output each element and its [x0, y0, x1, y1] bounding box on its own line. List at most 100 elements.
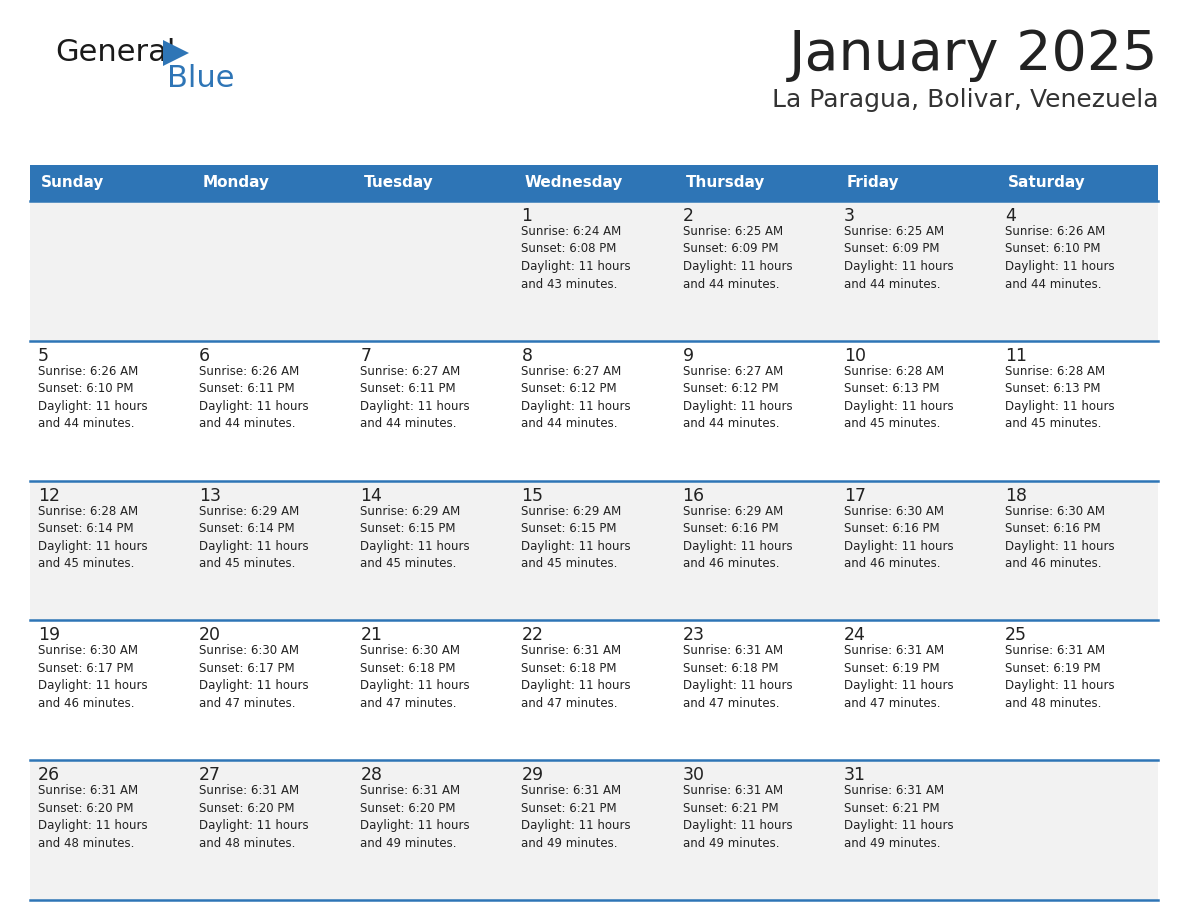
Text: 7: 7: [360, 347, 372, 364]
Bar: [997, 481, 1158, 621]
Bar: [835, 201, 997, 341]
Text: Thursday: Thursday: [685, 175, 765, 191]
Text: Sunrise: 6:29 AM
Sunset: 6:15 PM
Daylight: 11 hours
and 45 minutes.: Sunrise: 6:29 AM Sunset: 6:15 PM Dayligh…: [522, 505, 631, 570]
Text: 23: 23: [683, 626, 704, 644]
Text: Sunrise: 6:27 AM
Sunset: 6:12 PM
Daylight: 11 hours
and 44 minutes.: Sunrise: 6:27 AM Sunset: 6:12 PM Dayligh…: [522, 364, 631, 431]
Bar: [30, 760, 191, 900]
Bar: [191, 481, 353, 621]
Bar: [353, 621, 513, 760]
Bar: [675, 481, 835, 621]
Bar: [997, 201, 1158, 341]
Text: Tuesday: Tuesday: [364, 175, 434, 191]
Text: Wednesday: Wednesday: [525, 175, 623, 191]
Text: Sunrise: 6:31 AM
Sunset: 6:21 PM
Daylight: 11 hours
and 49 minutes.: Sunrise: 6:31 AM Sunset: 6:21 PM Dayligh…: [683, 784, 792, 850]
Text: Sunrise: 6:31 AM
Sunset: 6:18 PM
Daylight: 11 hours
and 47 minutes.: Sunrise: 6:31 AM Sunset: 6:18 PM Dayligh…: [522, 644, 631, 710]
Bar: [835, 621, 997, 760]
Bar: [513, 760, 675, 900]
Bar: [30, 201, 191, 341]
Bar: [513, 621, 675, 760]
Text: 12: 12: [38, 487, 61, 505]
Bar: [191, 341, 353, 481]
Text: 10: 10: [843, 347, 866, 364]
Bar: [835, 165, 997, 201]
Text: Sunrise: 6:30 AM
Sunset: 6:17 PM
Daylight: 11 hours
and 46 minutes.: Sunrise: 6:30 AM Sunset: 6:17 PM Dayligh…: [38, 644, 147, 710]
Bar: [675, 621, 835, 760]
Bar: [835, 760, 997, 900]
Text: 16: 16: [683, 487, 704, 505]
Text: Sunrise: 6:30 AM
Sunset: 6:16 PM
Daylight: 11 hours
and 46 minutes.: Sunrise: 6:30 AM Sunset: 6:16 PM Dayligh…: [843, 505, 953, 570]
Text: Friday: Friday: [847, 175, 899, 191]
Text: 9: 9: [683, 347, 694, 364]
Bar: [30, 165, 191, 201]
Text: Sunrise: 6:29 AM
Sunset: 6:16 PM
Daylight: 11 hours
and 46 minutes.: Sunrise: 6:29 AM Sunset: 6:16 PM Dayligh…: [683, 505, 792, 570]
Bar: [835, 341, 997, 481]
Bar: [835, 481, 997, 621]
Text: Sunrise: 6:31 AM
Sunset: 6:20 PM
Daylight: 11 hours
and 48 minutes.: Sunrise: 6:31 AM Sunset: 6:20 PM Dayligh…: [38, 784, 147, 850]
Text: 4: 4: [1005, 207, 1016, 225]
Text: 20: 20: [200, 626, 221, 644]
Bar: [30, 481, 191, 621]
Text: 26: 26: [38, 767, 61, 784]
Text: Sunrise: 6:27 AM
Sunset: 6:11 PM
Daylight: 11 hours
and 44 minutes.: Sunrise: 6:27 AM Sunset: 6:11 PM Dayligh…: [360, 364, 470, 431]
Text: January 2025: January 2025: [789, 28, 1158, 82]
Text: Sunrise: 6:24 AM
Sunset: 6:08 PM
Daylight: 11 hours
and 43 minutes.: Sunrise: 6:24 AM Sunset: 6:08 PM Dayligh…: [522, 225, 631, 290]
Text: Sunrise: 6:25 AM
Sunset: 6:09 PM
Daylight: 11 hours
and 44 minutes.: Sunrise: 6:25 AM Sunset: 6:09 PM Dayligh…: [683, 225, 792, 290]
Text: Sunrise: 6:30 AM
Sunset: 6:17 PM
Daylight: 11 hours
and 47 minutes.: Sunrise: 6:30 AM Sunset: 6:17 PM Dayligh…: [200, 644, 309, 710]
Text: Sunrise: 6:31 AM
Sunset: 6:19 PM
Daylight: 11 hours
and 47 minutes.: Sunrise: 6:31 AM Sunset: 6:19 PM Dayligh…: [843, 644, 953, 710]
Text: Sunrise: 6:25 AM
Sunset: 6:09 PM
Daylight: 11 hours
and 44 minutes.: Sunrise: 6:25 AM Sunset: 6:09 PM Dayligh…: [843, 225, 953, 290]
Text: 27: 27: [200, 767, 221, 784]
Text: 6: 6: [200, 347, 210, 364]
Bar: [353, 481, 513, 621]
Polygon shape: [163, 40, 189, 66]
Bar: [191, 760, 353, 900]
Text: Sunrise: 6:27 AM
Sunset: 6:12 PM
Daylight: 11 hours
and 44 minutes.: Sunrise: 6:27 AM Sunset: 6:12 PM Dayligh…: [683, 364, 792, 431]
Text: Sunrise: 6:30 AM
Sunset: 6:18 PM
Daylight: 11 hours
and 47 minutes.: Sunrise: 6:30 AM Sunset: 6:18 PM Dayligh…: [360, 644, 470, 710]
Text: Sunday: Sunday: [42, 175, 105, 191]
Text: Sunrise: 6:31 AM
Sunset: 6:21 PM
Daylight: 11 hours
and 49 minutes.: Sunrise: 6:31 AM Sunset: 6:21 PM Dayligh…: [843, 784, 953, 850]
Bar: [675, 165, 835, 201]
Text: Sunrise: 6:31 AM
Sunset: 6:19 PM
Daylight: 11 hours
and 48 minutes.: Sunrise: 6:31 AM Sunset: 6:19 PM Dayligh…: [1005, 644, 1114, 710]
Bar: [353, 165, 513, 201]
Bar: [30, 341, 191, 481]
Text: 13: 13: [200, 487, 221, 505]
Text: 22: 22: [522, 626, 543, 644]
Bar: [353, 341, 513, 481]
Bar: [675, 760, 835, 900]
Bar: [513, 201, 675, 341]
Bar: [997, 621, 1158, 760]
Text: 5: 5: [38, 347, 49, 364]
Text: 19: 19: [38, 626, 61, 644]
Bar: [675, 341, 835, 481]
Text: 2: 2: [683, 207, 694, 225]
Text: Sunrise: 6:31 AM
Sunset: 6:21 PM
Daylight: 11 hours
and 49 minutes.: Sunrise: 6:31 AM Sunset: 6:21 PM Dayligh…: [522, 784, 631, 850]
Text: La Paragua, Bolivar, Venezuela: La Paragua, Bolivar, Venezuela: [771, 88, 1158, 112]
Text: Sunrise: 6:31 AM
Sunset: 6:20 PM
Daylight: 11 hours
and 48 minutes.: Sunrise: 6:31 AM Sunset: 6:20 PM Dayligh…: [200, 784, 309, 850]
Text: 17: 17: [843, 487, 866, 505]
Text: 30: 30: [683, 767, 704, 784]
Bar: [997, 165, 1158, 201]
Text: Saturday: Saturday: [1009, 175, 1086, 191]
Text: Sunrise: 6:26 AM
Sunset: 6:10 PM
Daylight: 11 hours
and 44 minutes.: Sunrise: 6:26 AM Sunset: 6:10 PM Dayligh…: [38, 364, 147, 431]
Text: 11: 11: [1005, 347, 1026, 364]
Text: Sunrise: 6:26 AM
Sunset: 6:11 PM
Daylight: 11 hours
and 44 minutes.: Sunrise: 6:26 AM Sunset: 6:11 PM Dayligh…: [200, 364, 309, 431]
Text: 15: 15: [522, 487, 543, 505]
Bar: [353, 760, 513, 900]
Bar: [997, 760, 1158, 900]
Bar: [30, 621, 191, 760]
Text: Monday: Monday: [202, 175, 270, 191]
Text: Sunrise: 6:31 AM
Sunset: 6:20 PM
Daylight: 11 hours
and 49 minutes.: Sunrise: 6:31 AM Sunset: 6:20 PM Dayligh…: [360, 784, 470, 850]
Text: 21: 21: [360, 626, 383, 644]
Text: 25: 25: [1005, 626, 1026, 644]
Bar: [513, 341, 675, 481]
Bar: [353, 201, 513, 341]
Text: Sunrise: 6:28 AM
Sunset: 6:13 PM
Daylight: 11 hours
and 45 minutes.: Sunrise: 6:28 AM Sunset: 6:13 PM Dayligh…: [1005, 364, 1114, 431]
Text: 31: 31: [843, 767, 866, 784]
Text: 8: 8: [522, 347, 532, 364]
Bar: [997, 341, 1158, 481]
Bar: [513, 481, 675, 621]
Text: 18: 18: [1005, 487, 1026, 505]
Bar: [191, 165, 353, 201]
Text: Blue: Blue: [168, 64, 234, 93]
Text: Sunrise: 6:29 AM
Sunset: 6:15 PM
Daylight: 11 hours
and 45 minutes.: Sunrise: 6:29 AM Sunset: 6:15 PM Dayligh…: [360, 505, 470, 570]
Text: 29: 29: [522, 767, 544, 784]
